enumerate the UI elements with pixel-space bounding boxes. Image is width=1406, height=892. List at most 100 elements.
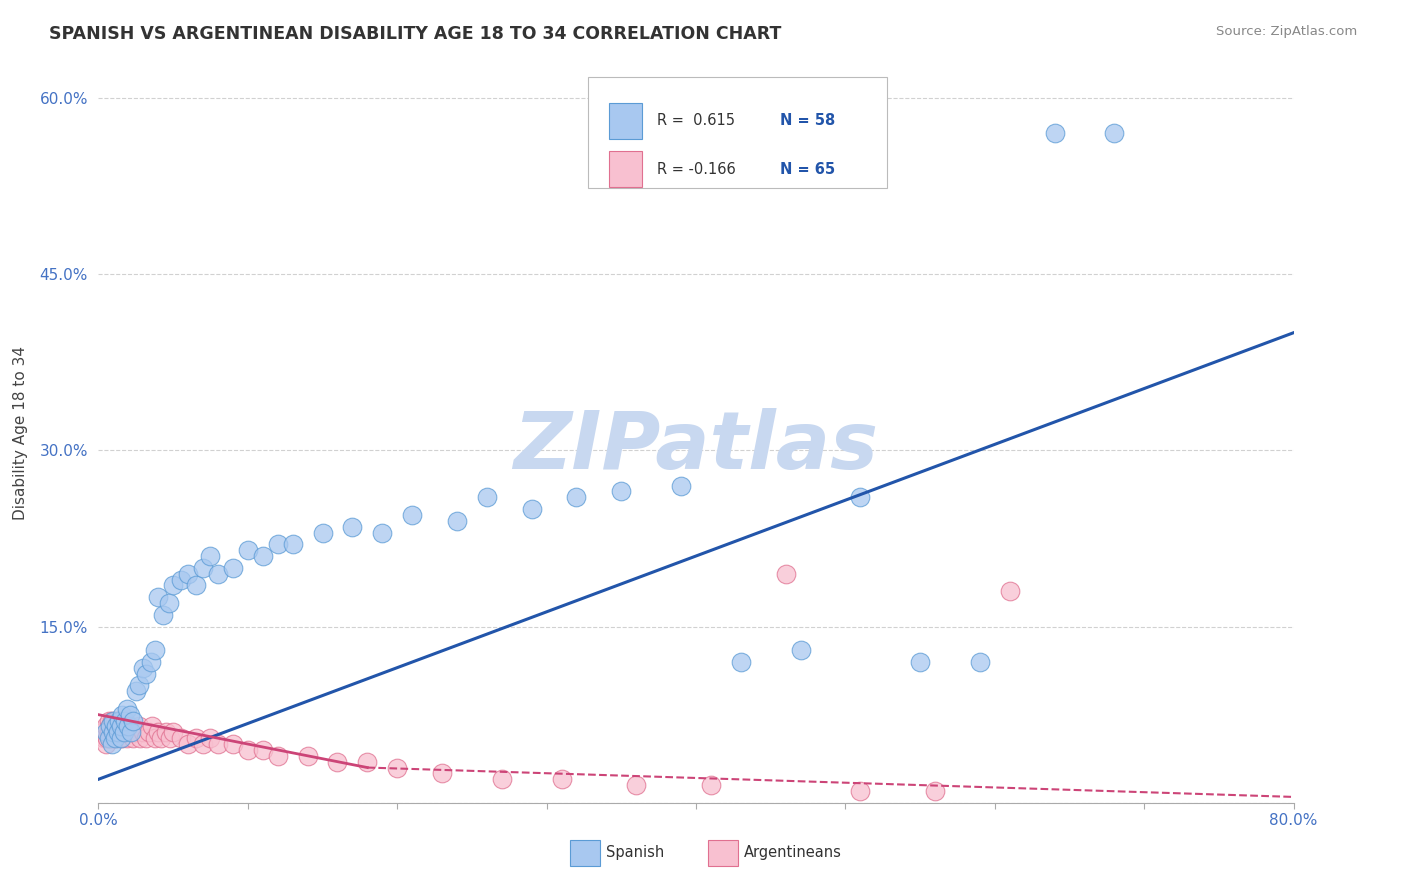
Point xyxy=(222,561,245,575)
Point xyxy=(135,731,157,746)
Point xyxy=(200,549,222,563)
Point xyxy=(908,655,931,669)
Point xyxy=(110,719,132,733)
Point xyxy=(550,772,572,787)
Point xyxy=(112,725,135,739)
Point xyxy=(311,525,333,540)
Point xyxy=(150,731,173,746)
Point xyxy=(94,719,117,733)
Point xyxy=(252,743,274,757)
Point xyxy=(101,714,124,728)
Point xyxy=(97,731,120,746)
Point xyxy=(148,590,170,604)
Point xyxy=(121,731,143,746)
Text: SPANISH VS ARGENTINEAN DISABILITY AGE 18 TO 34 CORRELATION CHART: SPANISH VS ARGENTINEAN DISABILITY AGE 18… xyxy=(49,25,782,43)
Point xyxy=(118,719,141,733)
Point xyxy=(135,666,157,681)
Text: R = -0.166: R = -0.166 xyxy=(657,161,735,177)
Point xyxy=(94,737,117,751)
Point xyxy=(104,714,127,728)
Point xyxy=(103,725,125,739)
Point xyxy=(108,731,131,746)
Point xyxy=(117,719,139,733)
Point xyxy=(118,707,141,722)
FancyBboxPatch shape xyxy=(609,103,643,138)
Text: Argentineans: Argentineans xyxy=(744,845,842,860)
Point xyxy=(98,731,122,746)
Point xyxy=(128,678,150,692)
Point xyxy=(998,584,1021,599)
Point xyxy=(104,725,127,739)
Point xyxy=(125,684,148,698)
Point xyxy=(97,725,120,739)
Point xyxy=(191,737,214,751)
Point xyxy=(1043,126,1066,140)
Point xyxy=(267,748,290,763)
Point xyxy=(107,725,129,739)
Point xyxy=(111,731,134,746)
Point xyxy=(115,702,138,716)
Point xyxy=(115,731,138,746)
Point xyxy=(700,778,723,792)
Point xyxy=(114,714,136,728)
Point xyxy=(121,714,143,728)
Point xyxy=(143,731,166,746)
Point xyxy=(789,643,811,657)
FancyBboxPatch shape xyxy=(589,78,887,188)
Point xyxy=(91,725,114,739)
Point xyxy=(108,714,131,728)
Point xyxy=(101,725,124,739)
Point xyxy=(96,731,118,746)
Point xyxy=(111,707,134,722)
Point xyxy=(143,643,166,657)
Point xyxy=(669,478,692,492)
Point xyxy=(385,760,409,774)
Y-axis label: Disability Age 18 to 34: Disability Age 18 to 34 xyxy=(14,345,28,520)
Point xyxy=(94,725,117,739)
Point xyxy=(184,731,207,746)
Point xyxy=(155,725,177,739)
Point xyxy=(162,578,184,592)
Point xyxy=(252,549,274,563)
Point xyxy=(110,725,132,739)
Point xyxy=(97,714,120,728)
Point xyxy=(105,719,128,733)
Point xyxy=(520,502,543,516)
Point xyxy=(475,490,498,504)
Point xyxy=(112,725,135,739)
FancyBboxPatch shape xyxy=(709,840,738,866)
Point xyxy=(125,725,148,739)
Point xyxy=(157,596,180,610)
Text: Spanish: Spanish xyxy=(606,845,665,860)
Point xyxy=(267,537,290,551)
Point xyxy=(110,719,132,733)
Text: N = 65: N = 65 xyxy=(780,161,835,177)
Point xyxy=(132,660,155,674)
Point xyxy=(610,484,633,499)
Point xyxy=(148,725,170,739)
Point xyxy=(371,525,394,540)
Point xyxy=(326,755,349,769)
Point xyxy=(446,514,468,528)
Point xyxy=(105,731,128,746)
Point xyxy=(236,743,259,757)
Point xyxy=(775,566,797,581)
Point xyxy=(114,719,136,733)
Point xyxy=(141,719,163,733)
Point xyxy=(342,519,364,533)
Point xyxy=(565,490,588,504)
Point xyxy=(107,714,129,728)
Point xyxy=(236,543,259,558)
Point xyxy=(177,737,200,751)
Point xyxy=(969,655,991,669)
Point xyxy=(169,573,191,587)
Point xyxy=(110,731,132,746)
Text: R =  0.615: R = 0.615 xyxy=(657,113,734,128)
Point xyxy=(103,719,125,733)
Point xyxy=(169,731,191,746)
Point xyxy=(107,725,129,739)
Point xyxy=(281,537,304,551)
Text: Source: ZipAtlas.com: Source: ZipAtlas.com xyxy=(1216,25,1357,38)
Point xyxy=(430,766,453,780)
Point xyxy=(491,772,513,787)
